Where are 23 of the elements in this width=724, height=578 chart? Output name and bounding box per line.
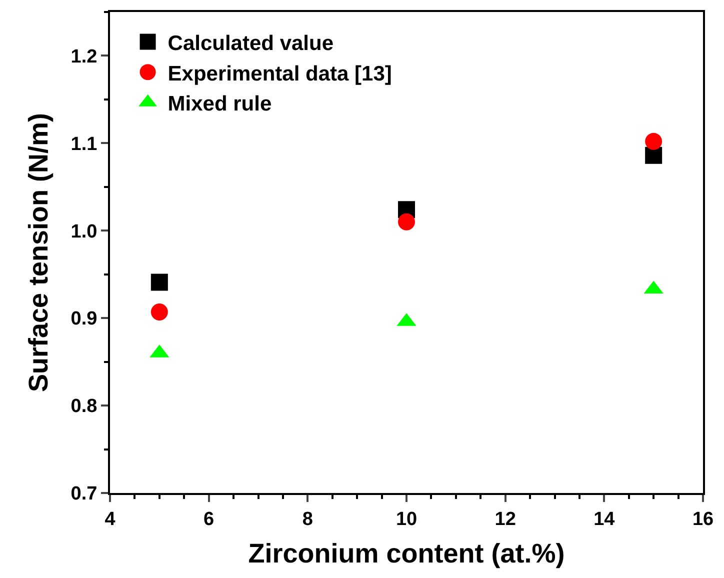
x-tick-label: 12 xyxy=(494,508,516,530)
point xyxy=(645,146,662,164)
y-tick-label: 0.7 xyxy=(70,484,98,505)
legend-label: Experimental data [13] xyxy=(168,62,392,86)
y-tick-label: 1.0 xyxy=(70,221,98,242)
x-tick-label: 8 xyxy=(302,508,313,530)
x-tick-label: 4 xyxy=(104,508,116,530)
legend-label: Mixed rule xyxy=(168,92,272,116)
y-axis-title: Surface tension (N/m) xyxy=(23,112,54,392)
y-tick-label: 1.2 xyxy=(70,46,98,68)
x-tick-label: 16 xyxy=(692,508,714,530)
x-tick-label: 6 xyxy=(204,508,214,530)
x-tick-label: 10 xyxy=(396,508,418,530)
y-tick-label: 0.9 xyxy=(70,308,98,330)
y-tick-label: 1.1 xyxy=(70,134,98,155)
x-axis-title: Zirconium content (at.%) xyxy=(248,538,565,569)
point xyxy=(150,303,168,320)
x-tick-label: 14 xyxy=(594,508,616,530)
legend-label: Calculated value xyxy=(168,32,334,55)
point xyxy=(645,132,662,150)
y-tick-label: 0.8 xyxy=(70,396,98,418)
point xyxy=(150,274,168,291)
point xyxy=(398,213,415,230)
